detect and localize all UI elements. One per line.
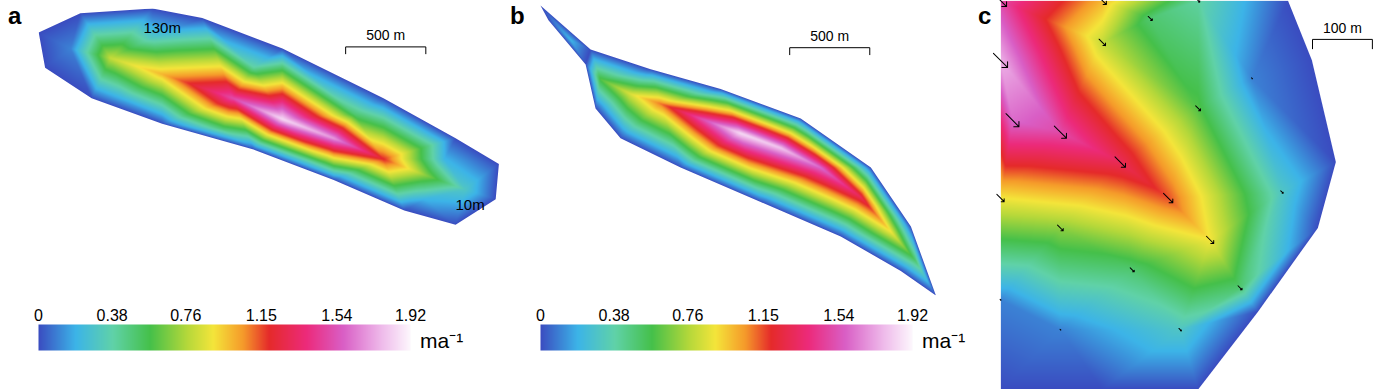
- svg-text:0.38: 0.38: [599, 307, 630, 324]
- svg-text:130m: 130m: [143, 19, 181, 36]
- html-text:a: a: [8, 2, 22, 29]
- svg-text:1.92: 1.92: [897, 307, 928, 324]
- svg-text:1.15: 1.15: [246, 307, 277, 324]
- svg-text:500 m: 500 m: [810, 28, 849, 44]
- svg-text:1.92: 1.92: [395, 307, 426, 324]
- html-text:ma⁻¹: ma⁻¹: [420, 329, 464, 352]
- svg-text:1.15: 1.15: [748, 307, 779, 324]
- svg-text:0.38: 0.38: [97, 307, 128, 324]
- svg-text:0.76: 0.76: [170, 307, 201, 324]
- svg-text:500 m: 500 m: [366, 27, 405, 43]
- svg-text:1.54: 1.54: [321, 307, 352, 324]
- html-text:ma⁻¹: ma⁻¹: [922, 329, 966, 352]
- svg-text:0: 0: [34, 307, 43, 324]
- html-text:c: c: [978, 2, 992, 29]
- svg-text:1.54: 1.54: [823, 307, 854, 324]
- svg-text:100 m: 100 m: [1323, 20, 1362, 36]
- svg-text:0: 0: [536, 307, 545, 324]
- html-text:b: b: [510, 2, 525, 29]
- svg-text:10m: 10m: [455, 196, 484, 213]
- svg-text:0.76: 0.76: [672, 307, 703, 324]
